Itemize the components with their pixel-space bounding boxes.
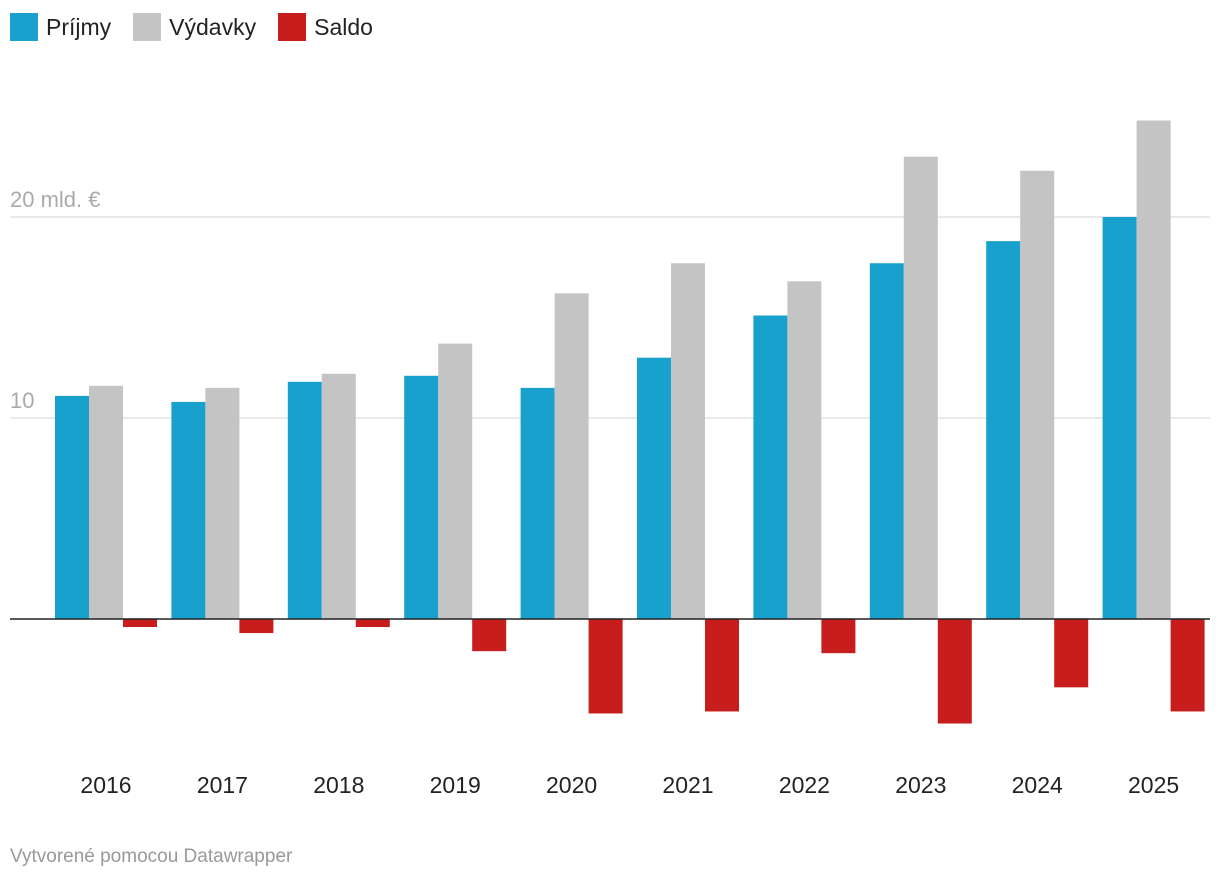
x-tick-label-2022: 2022 <box>779 772 830 798</box>
y-tick-label-10: 10 <box>10 388 34 413</box>
bar-prjmy-2024 <box>986 241 1021 619</box>
legend-swatch-saldo <box>278 13 307 41</box>
bar-vdavky-2017 <box>205 387 240 619</box>
bar-vdavky-2022 <box>787 281 822 619</box>
bar-vdavky-2025 <box>1136 120 1171 620</box>
x-tick-label-2018: 2018 <box>313 772 364 798</box>
x-tick-label-2019: 2019 <box>430 772 481 798</box>
bar-saldo-2022 <box>821 619 856 654</box>
bar-saldo-2020 <box>588 619 623 714</box>
bar-chart: 10 20 mld. € 2016 2017 2018 2019 2020 2021 2022… <box>10 120 1210 798</box>
legend-item-prijmy: Príjmy <box>10 13 111 41</box>
bar-vdavky-2020 <box>554 293 589 619</box>
bars <box>55 120 1205 724</box>
legend-swatch-prijmy <box>10 13 38 41</box>
legend-label-prijmy: Príjmy <box>46 13 112 40</box>
bar-saldo-2021 <box>705 619 739 712</box>
legend: Príjmy Výdavky Saldo <box>10 13 373 41</box>
footer-credit: Vytvorené pomocou Datawrapper <box>10 846 293 867</box>
bar-saldo-2017 <box>239 619 274 634</box>
bar-prjmy-2022 <box>753 315 788 619</box>
bar-prjmy-2017 <box>171 401 206 619</box>
bar-vdavky-2016 <box>89 385 123 619</box>
bar-vdavky-2021 <box>671 263 705 619</box>
legend-swatch-vydavky <box>133 13 162 41</box>
x-tick-label-2016: 2016 <box>80 772 131 798</box>
x-tick-label-2025: 2025 <box>1128 772 1179 798</box>
bar-vdavky-2018 <box>321 373 356 619</box>
legend-item-saldo: Saldo <box>278 13 373 41</box>
x-tick-label-2021: 2021 <box>662 772 713 798</box>
bar-prjmy-2016 <box>55 395 89 619</box>
bar-saldo-2019 <box>472 619 507 652</box>
bar-saldo-2024 <box>1054 619 1089 688</box>
bar-prjmy-2023 <box>869 263 904 619</box>
x-tick-label-2023: 2023 <box>895 772 946 798</box>
bar-vdavky-2023 <box>903 156 938 619</box>
bar-saldo-2025 <box>1170 619 1205 712</box>
bar-prjmy-2025 <box>1102 217 1137 619</box>
x-tick-label-2024: 2024 <box>1012 772 1063 798</box>
bar-vdavky-2019 <box>438 343 473 619</box>
y-tick-label-20: 20 mld. € <box>10 187 101 212</box>
axes: 2016 2017 2018 2019 2020 2021 2022 2023 2024 2025 <box>10 618 1210 798</box>
x-tick-label-2020: 2020 <box>546 772 597 798</box>
bar-prjmy-2021 <box>637 357 671 619</box>
bar-saldo-2016 <box>123 619 157 628</box>
bar-prjmy-2018 <box>287 381 322 619</box>
bar-prjmy-2019 <box>404 375 439 619</box>
bar-saldo-2023 <box>937 619 972 724</box>
bar-vdavky-2024 <box>1020 170 1055 619</box>
x-tick-label-2017: 2017 <box>197 772 248 798</box>
legend-label-vydavky: Výdavky <box>169 13 257 40</box>
legend-label-saldo: Saldo <box>314 13 373 40</box>
bar-saldo-2018 <box>355 619 390 628</box>
legend-item-vydavky: Výdavky <box>133 13 256 41</box>
bar-prjmy-2020 <box>520 387 555 619</box>
